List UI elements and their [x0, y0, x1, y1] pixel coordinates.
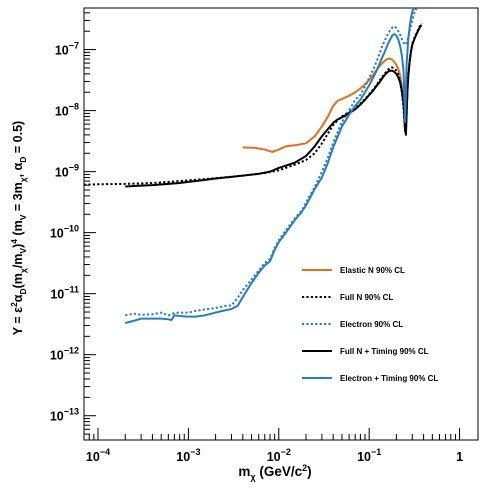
- x-tick-label: 10−4: [86, 447, 110, 464]
- y-tick-label: 10−9: [55, 163, 79, 180]
- y-tick-label: 10−12: [50, 346, 79, 363]
- y-tick-label: 10−7: [55, 41, 79, 58]
- legend-label-5: Electron + Timing 90% CL: [340, 374, 438, 383]
- y-tick-label: 10−8: [55, 102, 79, 119]
- series-line-4: [125, 24, 423, 188]
- x-tick-label: 10−1: [357, 447, 381, 464]
- series-line-2: [84, 22, 423, 186]
- legend-label-3: Electron 90% CL: [340, 320, 403, 329]
- x-axis-label: mχ (GeV/c2): [238, 463, 311, 482]
- y-tick-labels: 10−13 10−12 10−11 10−10 10−9 10−8 10−7: [50, 41, 79, 424]
- legend-label-2: Full N 90% CL: [340, 293, 393, 302]
- x-tick-label: 1: [456, 450, 463, 464]
- x-tick-label: 10−3: [176, 447, 200, 464]
- data-curves: [84, 8, 423, 325]
- series-line-3: [125, 8, 420, 317]
- legend: Elastic N 90% CL Full N 90% CL Electron 90…: [302, 266, 438, 383]
- y-axis-label: Y = ε2αD(mχ/mV)4 (mV = 3mχ, αD = 0.5): [9, 121, 28, 335]
- plot-frame: [83, 7, 479, 441]
- y-tick-label: 10−11: [50, 285, 79, 302]
- y-tick-label: 10−10: [50, 224, 79, 241]
- legend-label-1: Elastic N 90% CL: [340, 266, 405, 275]
- series-line-1: [242, 57, 407, 153]
- legend-label-4: Full N + Timing 90% CL: [340, 347, 429, 356]
- y-tick-label: 10−13: [50, 407, 79, 424]
- x-tick-labels: 10−4 10−3 10−2 10−1 1: [86, 447, 463, 464]
- series-line-5: [124, 8, 416, 325]
- x-tick-label: 10−2: [267, 447, 291, 464]
- axis-ticks: [83, 12, 461, 441]
